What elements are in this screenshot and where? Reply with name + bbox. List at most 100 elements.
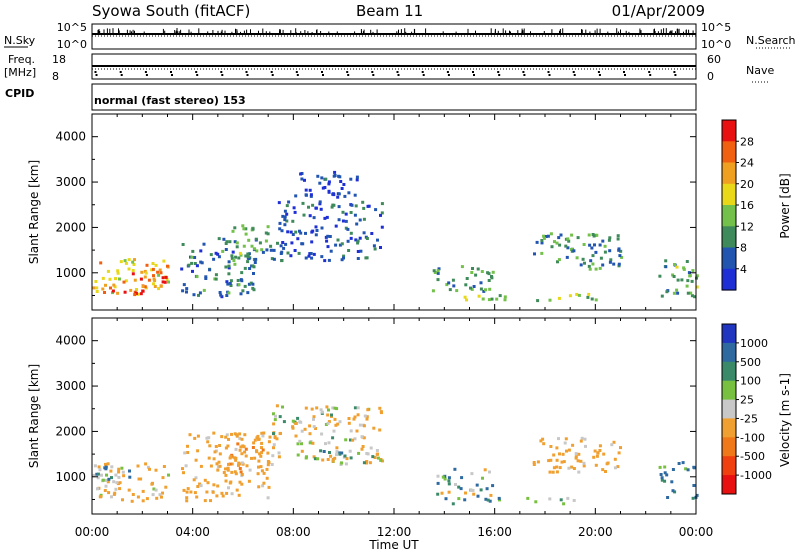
power-echo-cell <box>235 245 239 249</box>
power-echo-cell <box>292 206 296 210</box>
vel-echo-cell <box>259 465 263 469</box>
power-echo-cell <box>570 233 574 237</box>
vel-echo-cell <box>225 433 229 437</box>
vel-echo-cell <box>294 421 298 425</box>
vel-echo-cell <box>257 465 260 469</box>
vel-echo-cell <box>451 502 455 506</box>
vel-echo-cell <box>207 436 211 440</box>
vel-echo-cell <box>353 437 357 441</box>
power-echo-cell <box>487 279 491 282</box>
vel-echo-cell <box>548 497 552 501</box>
freq-marker <box>572 71 575 73</box>
vel-echo-cell <box>255 450 259 454</box>
vel-colorbar-segment <box>722 342 736 363</box>
power-echo-cell <box>127 267 131 271</box>
power-echo-cell <box>254 237 258 241</box>
vel-echo-cell <box>536 460 540 464</box>
power-echo-cell <box>243 266 247 270</box>
vel-echo-cell <box>118 481 122 485</box>
vel-colorbar-segment <box>722 418 736 438</box>
power-echo-cell <box>495 297 499 301</box>
vel-echo-cell <box>272 432 275 436</box>
vel-echo-cell <box>582 464 586 468</box>
power-echo-cell <box>362 206 366 210</box>
vel-echo-cell <box>131 493 135 496</box>
freq-marker <box>447 74 450 76</box>
power-echo-cell <box>480 270 484 273</box>
vel-echo-cell <box>475 483 479 487</box>
vel-echo-cell <box>686 468 690 472</box>
vel-colorbar-label: -500 <box>740 450 765 463</box>
power-echo-cell <box>675 265 679 269</box>
power-echo-cell <box>212 257 216 261</box>
vel-echo-cell <box>659 473 663 476</box>
vel-echo-cell <box>260 446 263 450</box>
vel-colorbar-label: 100 <box>740 375 761 388</box>
freq-marker <box>321 71 323 73</box>
freq-marker <box>472 71 474 73</box>
nsearch-label: N.Search <box>746 34 796 47</box>
power-echo-cell <box>535 240 539 244</box>
vel-echo-cell <box>199 464 203 468</box>
vel-echo-cell <box>273 435 277 439</box>
power-echo-cell <box>693 295 697 299</box>
power-echo-cell <box>314 225 318 229</box>
vel-echo-cell <box>479 488 483 492</box>
power-echo-cell <box>682 267 686 271</box>
power-echo-cell <box>113 285 117 289</box>
vel-echo-cell <box>362 424 366 428</box>
vel-echo-cell <box>267 440 271 444</box>
freq-marker <box>421 71 424 73</box>
power-echo-cell <box>239 253 243 257</box>
power-ytick-label: 4000 <box>55 130 86 144</box>
vel-echo-cell <box>136 464 140 468</box>
power-echo-cell <box>289 254 293 258</box>
power-echo-cell <box>337 205 341 209</box>
power-echo-cell <box>309 194 313 198</box>
vel-echo-cell <box>357 451 361 455</box>
nave-tick-bottom: 0 <box>707 70 714 83</box>
power-colorbar-segment <box>722 247 736 270</box>
power-echo-cell <box>238 251 242 255</box>
power-axes: 1000 2000 3000 4000 <box>55 114 697 310</box>
vel-echo-cell <box>658 465 662 469</box>
power-echo-cell <box>336 238 340 242</box>
vel-echo-cell <box>192 478 196 482</box>
vel-echo-cell <box>253 438 257 442</box>
vel-echo-cell <box>106 480 110 484</box>
vel-echo-cell <box>333 456 337 460</box>
power-echo-cell <box>354 238 358 242</box>
power-colorbar-label: Power [dB] <box>778 173 792 238</box>
power-echo-cell <box>217 237 221 241</box>
vel-echo-cell <box>265 476 269 480</box>
power-echo-cell <box>540 241 544 245</box>
vel-echo-cell <box>593 449 597 453</box>
power-echo-cell <box>342 254 346 258</box>
vel-echo-cell <box>220 491 224 495</box>
power-echo-cell <box>312 252 316 256</box>
power-echo-cell <box>358 218 362 222</box>
vel-echo-cell <box>144 462 148 466</box>
vel-echo-cell <box>441 475 445 479</box>
power-ytick-label: 3000 <box>55 175 86 189</box>
power-echo-cell <box>690 294 694 298</box>
power-echo-cell <box>193 256 197 259</box>
power-echo-cell <box>157 287 160 291</box>
power-echo-cell <box>380 211 384 215</box>
power-echo-cell <box>187 263 191 267</box>
power-echo-cell <box>286 230 290 234</box>
vel-echo-cell <box>447 482 451 486</box>
power-echo-cell <box>247 238 251 242</box>
vel-echo-cell <box>491 484 495 488</box>
power-echo-cell <box>695 285 699 289</box>
power-colorbar-segment <box>722 141 736 164</box>
vel-echo-cell <box>234 447 238 451</box>
vel-echo-cell <box>229 455 233 458</box>
vel-echo-cell <box>375 449 379 452</box>
time-tick-label: 12:00 <box>377 525 412 539</box>
power-echo-cell <box>575 256 579 260</box>
power-echo-cell <box>153 285 157 288</box>
power-frame <box>91 113 697 311</box>
power-echo-cell <box>542 234 546 238</box>
power-echo-cell <box>229 279 233 283</box>
